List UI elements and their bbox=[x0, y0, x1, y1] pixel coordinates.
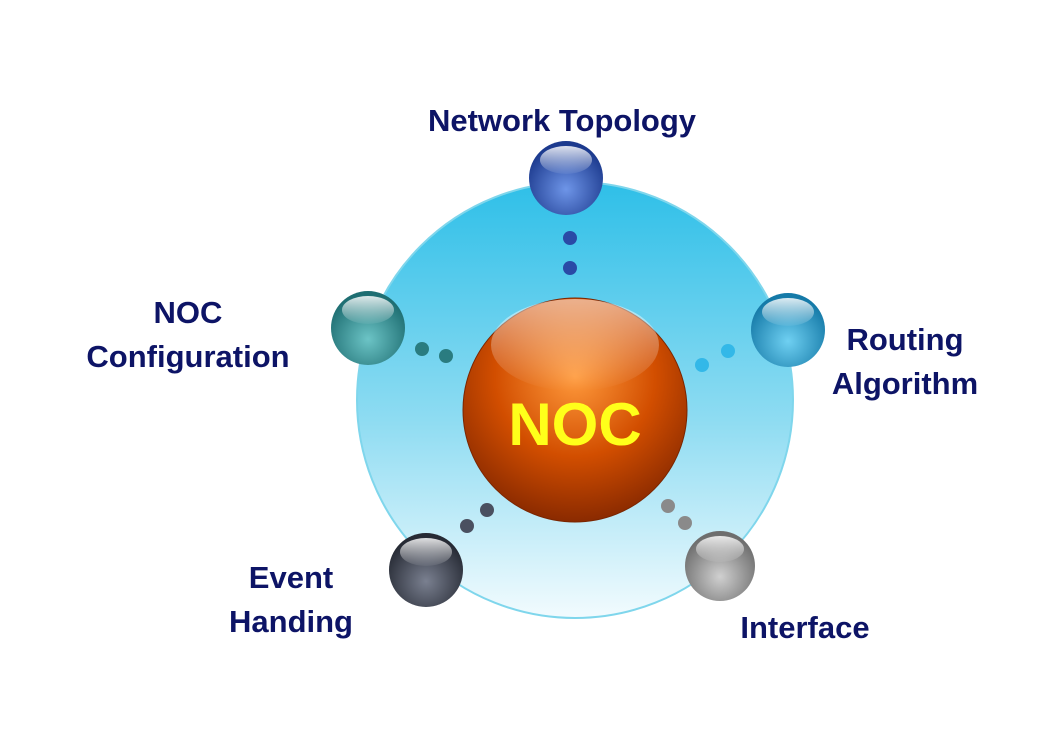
sphere-network-topology bbox=[529, 141, 603, 215]
label-line: Algorithm bbox=[831, 366, 979, 401]
connector-dot bbox=[415, 342, 429, 356]
label-line: NOC bbox=[153, 295, 223, 330]
connector-dot bbox=[661, 499, 675, 513]
connector-bottom-right bbox=[661, 499, 692, 530]
label-line: Handing bbox=[229, 604, 353, 639]
connector-left bbox=[415, 342, 453, 363]
center-label: NOC bbox=[508, 391, 642, 458]
center-sphere bbox=[462, 297, 688, 523]
sphere-interface bbox=[685, 531, 755, 601]
connector-top bbox=[563, 231, 577, 275]
label-line: Network Topology bbox=[427, 103, 697, 138]
label-line: Configuration bbox=[86, 339, 290, 374]
label-noc-configuration: NOC Configuration bbox=[56, 291, 320, 379]
connector-dot bbox=[460, 519, 474, 533]
label-interface: Interface bbox=[710, 606, 900, 650]
label-line: Event bbox=[248, 560, 334, 595]
connector-dot bbox=[480, 503, 494, 517]
connector-dot bbox=[695, 358, 709, 372]
label-line: Routing bbox=[846, 322, 964, 357]
connector-dot bbox=[563, 261, 577, 275]
label-line: Interface bbox=[740, 610, 870, 645]
label-event-handing: Event Handing bbox=[196, 556, 386, 644]
connector-dot bbox=[439, 349, 453, 363]
connector-right bbox=[695, 344, 735, 372]
connector-dot bbox=[563, 231, 577, 245]
label-network-topology: Network Topology bbox=[380, 99, 744, 143]
connector-bottom-left bbox=[460, 503, 494, 533]
connector-dot bbox=[721, 344, 735, 358]
connector-dot bbox=[678, 516, 692, 530]
label-routing-algorithm: Routing Algorithm bbox=[810, 318, 1000, 406]
sphere-event-handing bbox=[389, 533, 463, 607]
sphere-noc-configuration bbox=[331, 291, 405, 365]
sphere-routing-algorithm bbox=[751, 293, 825, 367]
